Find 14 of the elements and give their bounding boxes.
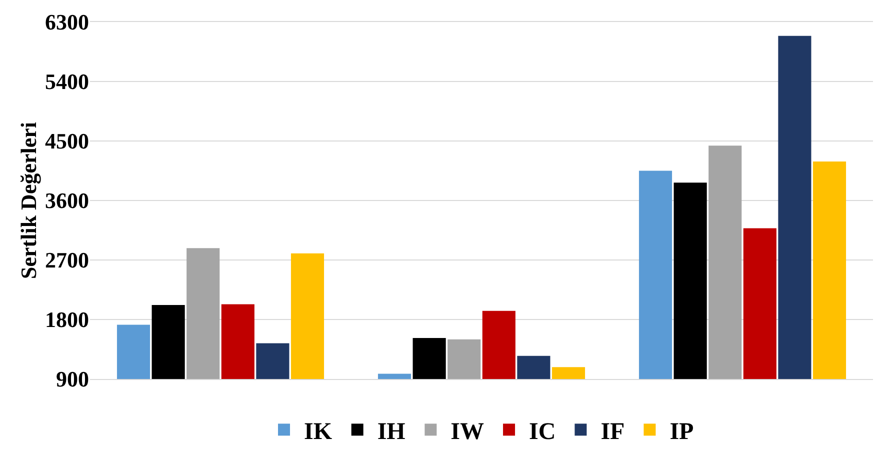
y-axis-title: Sertlik Değerleri [16,122,41,279]
legend-label: IK [304,419,332,446]
y-tick-label: 4500 [45,128,89,154]
y-tick-label: 3600 [45,188,89,214]
y-tick-label: 1800 [45,307,89,332]
legend-label: IW [450,419,484,446]
y-tick-label: 2700 [45,248,89,273]
y-tick-label: 900 [56,366,89,392]
legend-label: IH [377,419,406,446]
y-tick-label: 5400 [45,69,89,94]
legend-label: IP [670,419,694,446]
legend-label: IF [600,419,625,446]
y-tick-label: 6300 [45,10,89,35]
legend-label: IC [529,419,556,446]
